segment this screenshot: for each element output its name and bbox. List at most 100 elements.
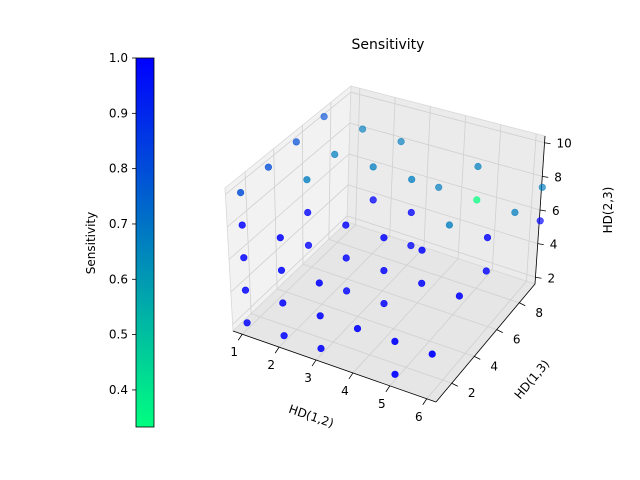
- data-point: [241, 286, 250, 294]
- data-point: [380, 267, 388, 275]
- z-grid-line: [349, 122, 543, 177]
- data-point: [280, 332, 288, 340]
- x-tick-label: 4: [341, 384, 349, 398]
- x-tick-label: 3: [304, 371, 312, 385]
- y-tick-label: 6: [513, 333, 521, 347]
- z-tick-mark: [542, 175, 549, 178]
- colorbar-tick-label: 0.4: [109, 383, 128, 397]
- scatter-points: [237, 112, 546, 378]
- data-point: [397, 138, 405, 146]
- colorbar-tick-label: 0.6: [109, 272, 128, 286]
- x-tick-mark: [274, 346, 280, 354]
- x-tick-mark: [348, 372, 354, 380]
- x-grid-line: [278, 235, 391, 348]
- data-point: [292, 138, 300, 146]
- data-point: [304, 241, 313, 249]
- y-tick-mark: [519, 302, 526, 307]
- data-point: [391, 370, 399, 378]
- z-tick-label: 6: [552, 204, 560, 218]
- x-tick-mark: [311, 359, 317, 367]
- data-point: [380, 234, 388, 242]
- data-point: [317, 344, 325, 353]
- colorbar-tick-label: 0.9: [109, 106, 128, 120]
- x-grid-line: [241, 224, 356, 335]
- z-tick-mark: [537, 243, 544, 246]
- data-point: [237, 189, 245, 197]
- data-point: [536, 217, 544, 225]
- data-point: [483, 234, 492, 242]
- z-grid-line: [347, 215, 536, 278]
- z-grid-line: [348, 153, 541, 211]
- x-axis-label: HD(1,2): [287, 402, 336, 430]
- grid-lines: [225, 88, 545, 400]
- colorbar-tick-label: 1.0: [109, 51, 128, 65]
- data-point: [474, 162, 482, 171]
- data-point: [304, 208, 312, 217]
- data-point: [380, 300, 388, 308]
- data-point: [407, 208, 415, 217]
- z-grid-line: [225, 91, 352, 195]
- y-tick-label: 2: [468, 386, 476, 400]
- z-tick-label: 2: [547, 271, 555, 285]
- data-point: [435, 183, 443, 191]
- z-grid-line: [350, 91, 545, 144]
- x-tick-mark: [385, 385, 391, 393]
- data-point: [369, 163, 377, 171]
- colorbar-tick-label: 0.8: [109, 162, 128, 176]
- data-point: [331, 150, 339, 158]
- y-tick-label: 8: [535, 306, 543, 320]
- data-point: [408, 175, 416, 183]
- z-grid-line: [232, 215, 348, 325]
- data-point: [303, 176, 311, 184]
- z-tick-mark: [544, 142, 551, 145]
- colorbar-label: Sensitivity: [84, 212, 98, 274]
- z-tick-label: 10: [557, 137, 572, 151]
- z-axis-label: HD(2,3): [601, 187, 615, 234]
- z-tick-label: 4: [550, 238, 558, 252]
- y-tick-mark: [496, 329, 503, 333]
- y-axis-label: HD(1,3): [512, 357, 553, 402]
- x-tick-label: 6: [415, 410, 423, 424]
- data-point: [473, 196, 481, 204]
- chart-title: Sensitivity: [352, 37, 425, 53]
- x-tick-label: 5: [378, 397, 386, 411]
- data-point: [316, 312, 324, 320]
- z-grid-line: [347, 184, 538, 245]
- data-point: [511, 208, 519, 216]
- data-point: [455, 292, 464, 300]
- x-tick-label: 2: [267, 358, 275, 372]
- z-tick-label: 8: [554, 170, 562, 184]
- data-point: [320, 112, 328, 121]
- colorbar-tick-label: 0.7: [109, 217, 128, 231]
- z-tick-mark: [535, 276, 542, 279]
- data-point: [418, 279, 426, 287]
- y-grid-line: [302, 263, 497, 330]
- data-point: [238, 221, 246, 229]
- data-point: [343, 287, 351, 295]
- data-point: [342, 221, 350, 229]
- colorbar-ticks: 0.4 0.5 0.6 0.7 0.8 0.9 1.0: [109, 51, 136, 397]
- data-point: [359, 125, 367, 133]
- x-grid-line: [426, 280, 527, 400]
- x-tick-label: 1: [230, 345, 238, 359]
- colorbar-gradient: [135, 57, 155, 428]
- x-grid-line: [315, 247, 425, 361]
- data-point: [264, 163, 273, 171]
- z-grid-line: [228, 153, 350, 260]
- x-tick-mark: [422, 398, 428, 405]
- colorbar-tick-label: 0.5: [109, 328, 128, 342]
- x-tick-mark: [237, 334, 243, 341]
- data-point: [407, 242, 415, 250]
- data-point: [428, 350, 436, 358]
- y-tick-label: 4: [490, 359, 498, 373]
- data-point: [342, 254, 350, 262]
- data-point: [353, 325, 362, 333]
- data-point: [243, 319, 251, 327]
- data-point: [277, 266, 286, 274]
- data-point: [240, 254, 248, 262]
- y-tick-mark: [451, 382, 458, 387]
- y-grid-line: [276, 288, 475, 357]
- data-point: [445, 221, 454, 229]
